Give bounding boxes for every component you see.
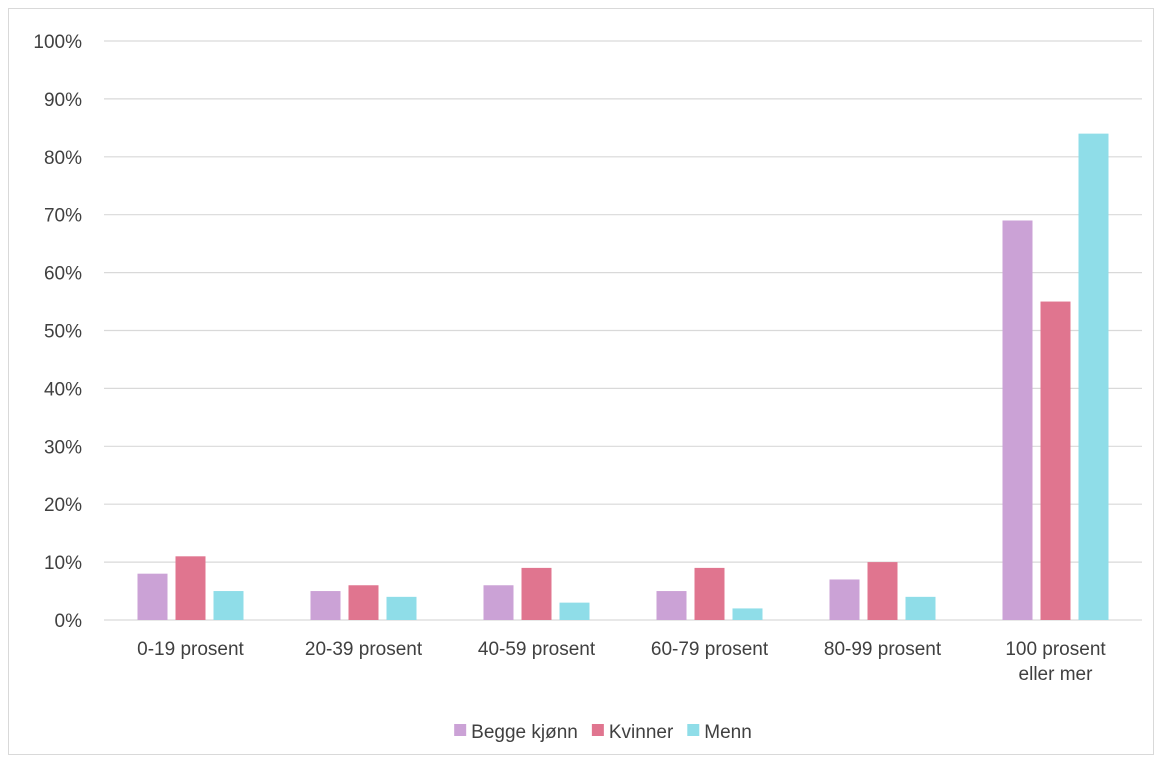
- y-tick-label: 40%: [44, 379, 82, 400]
- bar-menn-1: [386, 596, 417, 620]
- bar-begge-kj-nn-5: [1002, 220, 1033, 621]
- legend-label: Kvinner: [609, 722, 674, 743]
- chart-frame: [8, 8, 1154, 755]
- y-tick-label: 80%: [44, 148, 82, 169]
- bar-kvinner-4: [867, 562, 898, 620]
- x-tick-label: 80-99 prosent: [824, 639, 942, 660]
- y-tick-label: 70%: [44, 206, 82, 227]
- y-tick-label: 0%: [55, 611, 83, 632]
- y-tick-label: 30%: [44, 437, 82, 458]
- bar-menn-3: [732, 608, 763, 620]
- y-tick-label: 50%: [44, 322, 82, 343]
- y-tick-label: 20%: [44, 495, 82, 516]
- bar-kvinner-3: [694, 567, 725, 620]
- legend-label: Menn: [704, 722, 752, 743]
- legend-swatch: [591, 724, 604, 736]
- x-tick-label: 100 prosent: [1005, 639, 1106, 660]
- bar-begge-kj-nn-2: [483, 585, 514, 620]
- y-tick-label: 10%: [44, 553, 82, 574]
- bar-menn-4: [905, 596, 936, 620]
- bar-kvinner-2: [521, 567, 552, 620]
- bar-menn-0: [213, 591, 244, 620]
- legend-swatch: [687, 724, 700, 736]
- x-tick-label: eller mer: [1019, 664, 1094, 685]
- bar-begge-kj-nn-0: [137, 573, 168, 620]
- bar-kvinner-0: [175, 556, 206, 620]
- bar-kvinner-1: [348, 585, 379, 620]
- bar-kvinner-5: [1040, 301, 1071, 620]
- y-tick-label: 100%: [33, 32, 82, 53]
- bar-begge-kj-nn-3: [656, 591, 687, 620]
- legend-swatch: [454, 724, 467, 736]
- bar-menn-5: [1078, 133, 1109, 620]
- y-tick-label: 60%: [44, 264, 82, 285]
- x-tick-label: 20-39 prosent: [305, 639, 423, 660]
- bar-menn-2: [559, 602, 590, 620]
- y-tick-label: 90%: [44, 90, 82, 111]
- x-tick-label: 0-19 prosent: [137, 639, 244, 660]
- legend-label: Begge kjønn: [471, 722, 578, 743]
- bar-begge-kj-nn-1: [310, 591, 341, 620]
- bar-begge-kj-nn-4: [829, 579, 860, 620]
- x-tick-label: 60-79 prosent: [651, 639, 769, 660]
- x-tick-label: 40-59 prosent: [478, 639, 596, 660]
